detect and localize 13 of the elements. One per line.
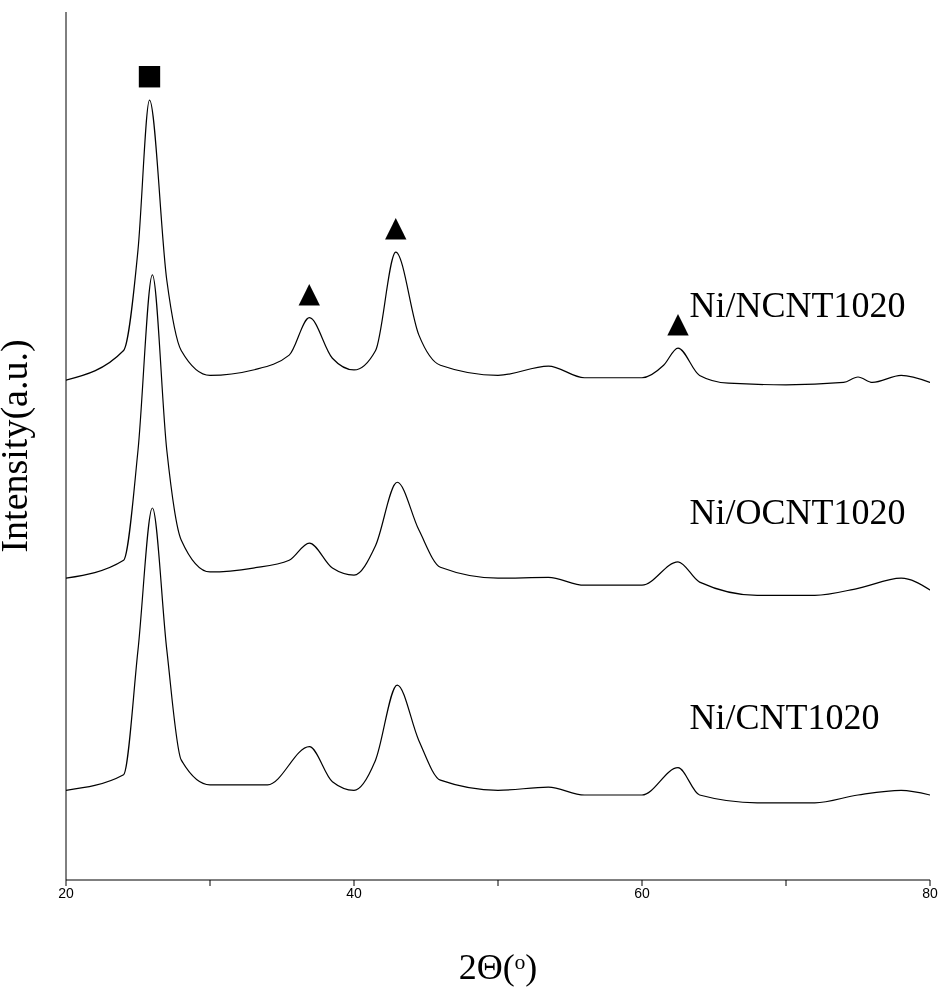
annotation: ▲	[384, 210, 407, 244]
annotation: ▲	[298, 275, 321, 309]
series-label: Ni/CNT1020	[689, 697, 880, 738]
x-axis-title: 2Θ(ᵒ)	[458, 947, 538, 987]
annotation: ■	[136, 58, 163, 92]
x-tick-label: 40	[346, 884, 362, 901]
x-tick-label: 20	[58, 884, 74, 901]
annotation: ▲	[667, 306, 690, 340]
x-tick-label: 80	[922, 884, 938, 901]
series-label: Ni/OCNT1020	[689, 492, 906, 533]
x-tick-label: 60	[634, 884, 650, 901]
series-label: Ni/NCNT1020	[689, 284, 906, 325]
y-axis-title: Intensity(a.u.)	[0, 339, 37, 553]
